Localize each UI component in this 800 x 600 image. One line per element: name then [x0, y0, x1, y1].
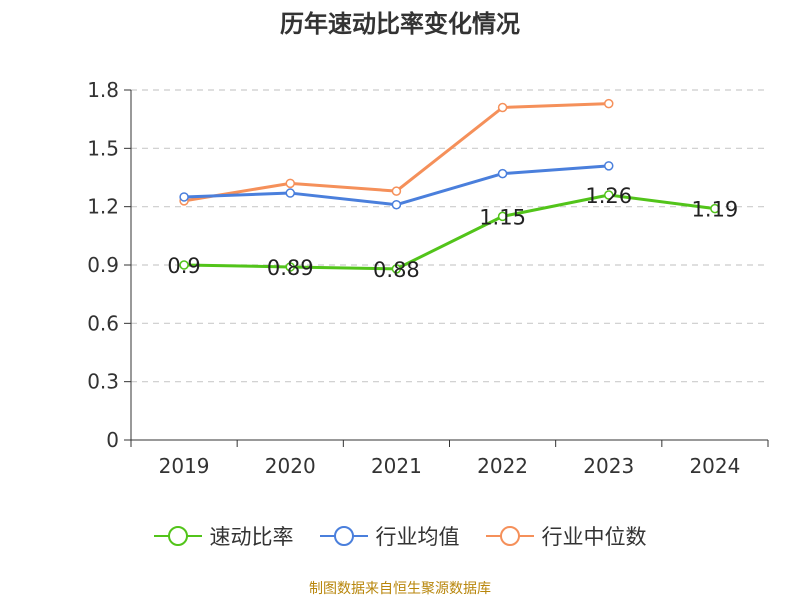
- data-point-1: [604, 161, 614, 171]
- x-tick-label: 2020: [265, 454, 316, 478]
- data-point-0: [285, 262, 295, 272]
- data-point-0: [497, 211, 508, 222]
- y-tick-label: 1.5: [87, 136, 119, 160]
- data-point-1: [391, 199, 402, 210]
- legend-marker-industry-mean: [319, 526, 368, 546]
- data-label: 1.15: [479, 205, 526, 229]
- x-tick-label: 2023: [583, 454, 634, 478]
- y-tick-label: 0: [106, 428, 119, 452]
- chart-title: 历年速动比率变化情况: [280, 10, 520, 38]
- data-point-1: [285, 188, 295, 198]
- data-label: 0.88: [373, 258, 420, 282]
- legend-item-industry-median[interactable]: 行业中位数: [485, 521, 647, 551]
- data-point-2: [285, 178, 295, 189]
- y-tick-label: 1.8: [87, 78, 119, 102]
- x-tick-label: 2022: [477, 454, 528, 478]
- y-tick-label: 0.6: [87, 311, 119, 335]
- x-tick-label: 2021: [371, 454, 422, 478]
- data-source-note: 制图数据来自恒生聚源数据库: [309, 581, 491, 597]
- y-tick-label: 1.2: [87, 195, 119, 219]
- data-point-0: [179, 260, 189, 270]
- data-point-2: [497, 102, 508, 113]
- legend-item-industry-mean[interactable]: 行业均值: [319, 521, 460, 551]
- legend-marker-quick-ratio: [153, 526, 202, 546]
- chart-legend: 速动比率 行业均值 行业中位数: [0, 521, 800, 551]
- data-point-2: [391, 186, 402, 196]
- legend-label-industry-mean: 行业均值: [375, 525, 460, 549]
- series-line-1: [184, 164, 609, 207]
- y-tick-label: 0.9: [87, 253, 119, 277]
- x-tick-label: 2024: [689, 454, 740, 478]
- data-point-1: [497, 168, 508, 179]
- data-label: 0.89: [267, 256, 314, 280]
- data-label: 1.19: [692, 198, 739, 222]
- y-tick-label: 0.3: [87, 370, 119, 394]
- data-point-1: [179, 192, 189, 202]
- legend-marker-industry-median: [485, 526, 534, 546]
- legend-item-quick-ratio[interactable]: 速动比率: [153, 521, 294, 551]
- data-point-0: [604, 190, 614, 200]
- series-line-2: [183, 102, 609, 203]
- legend-label-industry-median: 行业中位数: [541, 525, 647, 549]
- series-line-0: [184, 193, 716, 271]
- data-label: 0.9: [167, 254, 200, 278]
- legend-label-quick-ratio: 速动比率: [209, 525, 294, 549]
- x-tick-label: 2019: [159, 454, 210, 478]
- data-label: 1.26: [585, 184, 632, 208]
- data-point-0: [710, 203, 720, 214]
- data-point-0: [391, 264, 402, 274]
- data-point-2: [604, 98, 614, 109]
